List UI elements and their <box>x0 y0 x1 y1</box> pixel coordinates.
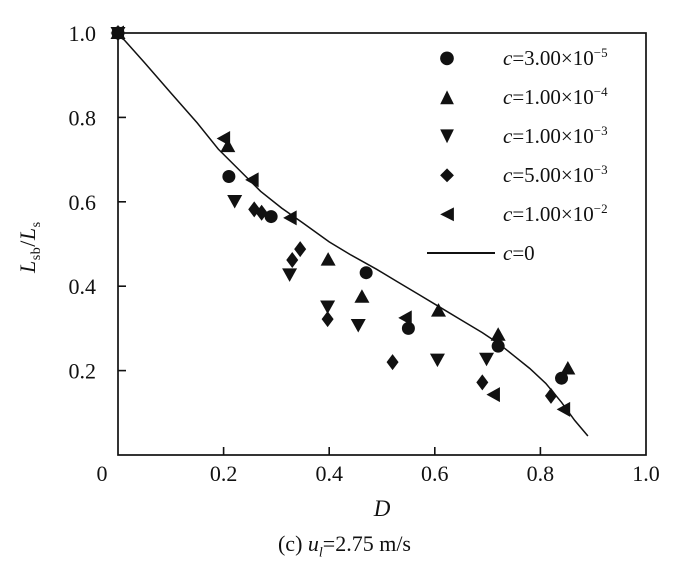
y-axis-label-L1: L <box>14 260 40 273</box>
legend-var: c <box>503 45 513 70</box>
diamond-marker-icon: ◆ <box>440 163 454 185</box>
triangle-left-marker <box>245 172 259 188</box>
legend-exponent: −2 <box>593 200 608 216</box>
x-axis-label: D <box>373 496 391 521</box>
x-tick-label: 0.8 <box>527 461 555 486</box>
triangle-left-marker <box>556 401 571 417</box>
caption-prefix: (c) <box>277 531 308 556</box>
circle-marker <box>555 371 569 385</box>
legend-exponent: −3 <box>593 122 608 138</box>
legend-var: c <box>503 162 513 187</box>
legend: ● c=3.00×10−5 ▲ c=1.00×10−4 ▼ c=1.00×10−… <box>427 38 608 272</box>
diamond-marker <box>544 387 557 404</box>
caption-subscript: l <box>318 545 323 561</box>
diamond-marker <box>476 374 489 391</box>
triangle-left-marker <box>486 387 500 403</box>
y-axis-label-sub2: s <box>29 221 45 228</box>
c0-line <box>117 32 589 437</box>
circle-marker <box>359 266 373 280</box>
plot-frame <box>117 32 647 456</box>
legend-var: c <box>503 240 513 265</box>
legend-item: ▲ c=1.00×10−4 <box>427 77 608 116</box>
diamond-marker <box>386 354 399 371</box>
legend-item: ▼ c=1.00×10−3 <box>427 116 608 155</box>
legend-value: =1.00×10 <box>512 84 594 109</box>
triangle-left-marker <box>283 210 297 226</box>
legend-item: ◆ c=5.00×10−3 <box>427 155 608 194</box>
circle-marker <box>401 321 415 335</box>
legend-exponent: −4 <box>593 83 608 99</box>
y-axis-label-L2: L <box>14 227 40 241</box>
x-tick-label: 0.4 <box>315 461 343 486</box>
triangle-down-marker <box>479 352 495 367</box>
y-tick-label: 0.8 <box>69 105 97 130</box>
y-axis-label-sub1: sb <box>29 246 45 261</box>
legend-var: c <box>503 123 513 148</box>
y-tick-label: 1.0 <box>69 21 97 46</box>
triangle-up-marker <box>430 303 446 317</box>
x-tick-label: 1.0 <box>632 461 660 486</box>
triangle-left-marker <box>398 310 412 326</box>
legend-value: =1.00×10 <box>512 201 594 226</box>
caption-variable: u <box>307 531 319 556</box>
legend-value: =1.00×10 <box>512 123 594 148</box>
diamond-marker <box>321 311 334 328</box>
y-axis-label-sep: / <box>14 240 40 247</box>
triangle-up-marker-icon: ▲ <box>440 85 454 107</box>
triangle-up-marker <box>560 360 576 375</box>
y-tick-label: 0.4 <box>69 274 97 299</box>
legend-item: c=0 <box>427 233 608 272</box>
figure-caption: (c) ul=2.75 m/s <box>0 531 689 561</box>
x-tick-label: 0.2 <box>210 461 238 486</box>
legend-exponent: −5 <box>593 44 608 60</box>
triangle-left-marker <box>110 25 124 41</box>
triangle-down-marker <box>429 353 445 368</box>
caption-value: =2.75 m/s <box>322 531 411 556</box>
triangle-down-marker <box>320 300 336 314</box>
legend-item: ● c=3.00×10−5 <box>427 38 608 77</box>
legend-value: =3.00×10 <box>512 45 594 70</box>
legend-value: =5.00×10 <box>512 162 594 187</box>
x-tick-label: 0 <box>97 461 108 486</box>
legend-var: c <box>503 84 513 109</box>
diamond-marker <box>286 252 299 269</box>
y-tick-label: 0.2 <box>69 359 97 384</box>
triangle-left-marker <box>216 131 231 146</box>
triangle-up-marker <box>354 289 370 303</box>
triangle-down-marker-icon: ▼ <box>440 124 454 146</box>
circle-marker <box>264 210 278 224</box>
diamond-marker <box>255 204 268 221</box>
legend-value: =0 <box>512 240 535 265</box>
legend-line-sample <box>427 251 495 254</box>
legend-exponent: −3 <box>593 161 608 177</box>
triangle-down-marker <box>350 319 366 333</box>
legend-var: c <box>503 201 513 226</box>
triangle-up-marker <box>220 138 236 153</box>
x-tick-label: 0.6 <box>421 461 449 486</box>
y-axis-label: Lsb/Ls <box>15 147 45 347</box>
circle-marker <box>222 169 236 183</box>
y-tick-label: 0.6 <box>69 190 97 215</box>
triangle-up-marker <box>490 327 506 341</box>
triangle-up-marker <box>320 252 336 266</box>
triangle-down-marker <box>227 194 243 209</box>
legend-item: ◀ c=1.00×10−2 <box>427 194 608 233</box>
circle-marker <box>491 339 505 353</box>
diamond-marker <box>294 241 307 258</box>
triangle-down-marker <box>282 268 298 282</box>
triangle-left-marker-icon: ◀ <box>440 202 454 224</box>
circle-marker-icon: ● <box>439 46 455 68</box>
